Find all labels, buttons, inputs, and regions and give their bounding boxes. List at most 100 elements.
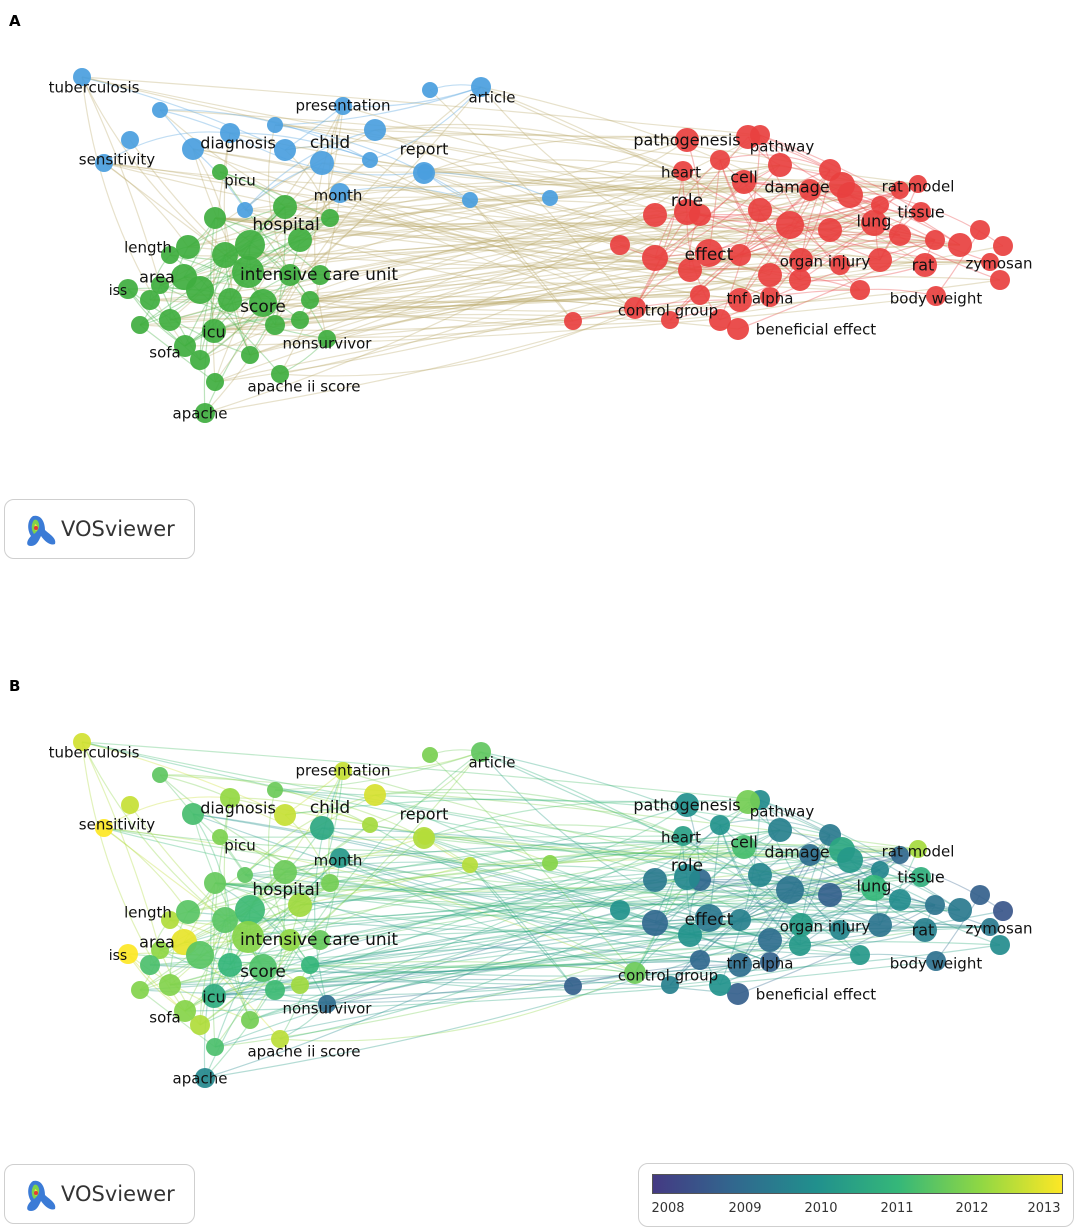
node-article[interactable] [471,77,491,97]
node-circle[interactable] [364,784,386,806]
node-circle[interactable] [837,847,863,873]
node-circle[interactable] [152,767,168,783]
node-circle[interactable] [871,861,889,879]
node-body-weight[interactable] [926,951,946,971]
node-circle[interactable] [709,974,731,996]
node-circle[interactable] [871,196,889,214]
node-circle[interactable] [362,817,378,833]
node-nonsurvivor[interactable] [318,995,336,1013]
node-lung[interactable] [861,210,887,236]
node-circle[interactable] [364,119,386,141]
node-circle[interactable] [301,291,319,309]
node-circle[interactable] [610,900,630,920]
node-sofa[interactable] [174,1000,196,1022]
node-circle[interactable] [690,950,710,970]
node-circle[interactable] [159,309,181,331]
node-circle[interactable] [237,867,253,883]
node-circle[interactable] [830,255,850,275]
node-diagnosis[interactable] [182,138,204,160]
node-circle[interactable] [204,207,226,229]
node-circle[interactable] [265,315,285,335]
node-iss[interactable] [118,279,138,299]
node-heart[interactable] [673,826,693,846]
node-circle[interactable] [610,235,630,255]
node-circle[interactable] [678,923,702,947]
node-rat-model[interactable] [909,840,927,858]
node-circle[interactable] [288,893,312,917]
node-circle[interactable] [151,941,169,959]
node-zymosan[interactable] [993,236,1013,256]
node-circle[interactable] [990,935,1010,955]
node-pathogenesis[interactable] [675,128,699,152]
node-circle[interactable] [678,258,702,282]
node-circle[interactable] [891,181,909,199]
node-effect[interactable] [695,239,723,267]
node-heart[interactable] [673,161,693,181]
node-intensive-care-unit[interactable] [232,921,264,953]
node-presentation[interactable] [334,762,352,780]
node-icu[interactable] [202,319,226,343]
node-circle[interactable] [690,285,710,305]
node-circle[interactable] [661,311,679,329]
node-circle[interactable] [818,883,842,907]
node-organ-injury[interactable] [789,248,813,272]
node-circle[interactable] [422,747,438,763]
node-circle[interactable] [241,1011,259,1029]
network-map-b[interactable]: tuberculosis sensitivity diagnosis presenta… [0,665,1084,1135]
node-length[interactable] [176,235,200,259]
node-circle[interactable] [288,228,312,252]
node-control-group[interactable] [624,962,646,984]
node-report[interactable] [413,827,435,849]
node-child[interactable] [310,816,334,840]
node-circle[interactable] [152,102,168,118]
node-circle[interactable] [643,203,667,227]
node-tnf-alpha[interactable] [760,287,780,307]
network-map-a[interactable]: tuberculosis sensitivity diagnosis presenta… [0,0,1084,470]
node-circle[interactable] [729,909,751,931]
node-circle[interactable] [265,980,285,1000]
node-circle[interactable] [889,889,911,911]
node-apache[interactable] [195,403,215,423]
node-circle[interactable] [241,346,259,364]
node-circle[interactable] [218,288,242,312]
node-circle[interactable] [643,868,667,892]
node-hospital[interactable] [273,195,297,219]
node-circle[interactable] [642,245,668,271]
node-circle[interactable] [948,898,972,922]
node-control-group[interactable] [624,297,646,319]
node-circle[interactable] [204,872,226,894]
node-article[interactable] [471,742,491,762]
node-circle[interactable] [889,224,911,246]
node-pathway[interactable] [736,125,760,149]
node-apache-ii-score[interactable] [271,1030,289,1048]
node-circle[interactable] [948,233,972,257]
node-circle[interactable] [981,253,999,271]
node-circle[interactable] [140,290,160,310]
node-circle[interactable] [291,976,309,994]
node-organ-injury[interactable] [789,913,813,937]
node-picu[interactable] [212,164,228,180]
node-circle[interactable] [818,218,842,242]
node-circle[interactable] [776,211,804,239]
node-circle[interactable] [970,220,990,240]
node-sofa[interactable] [174,335,196,357]
node-circle[interactable] [220,123,240,143]
node-circle[interactable] [235,895,265,925]
node-score[interactable] [249,289,277,317]
node-iss[interactable] [118,944,138,964]
node-circle[interactable] [159,974,181,996]
node-circle[interactable] [237,202,253,218]
node-circle[interactable] [206,373,224,391]
node-circle[interactable] [321,874,339,892]
node-circle[interactable] [768,818,792,842]
node-lung[interactable] [861,875,887,901]
node-circle[interactable] [710,150,730,170]
node-circle[interactable] [151,276,169,294]
node-circle[interactable] [161,911,179,929]
node-effect[interactable] [695,904,723,932]
node-pathogenesis[interactable] [675,793,699,817]
node-child[interactable] [310,151,334,175]
node-circle[interactable] [542,190,558,206]
node-circle[interactable] [925,895,945,915]
node-circle[interactable] [161,246,179,264]
